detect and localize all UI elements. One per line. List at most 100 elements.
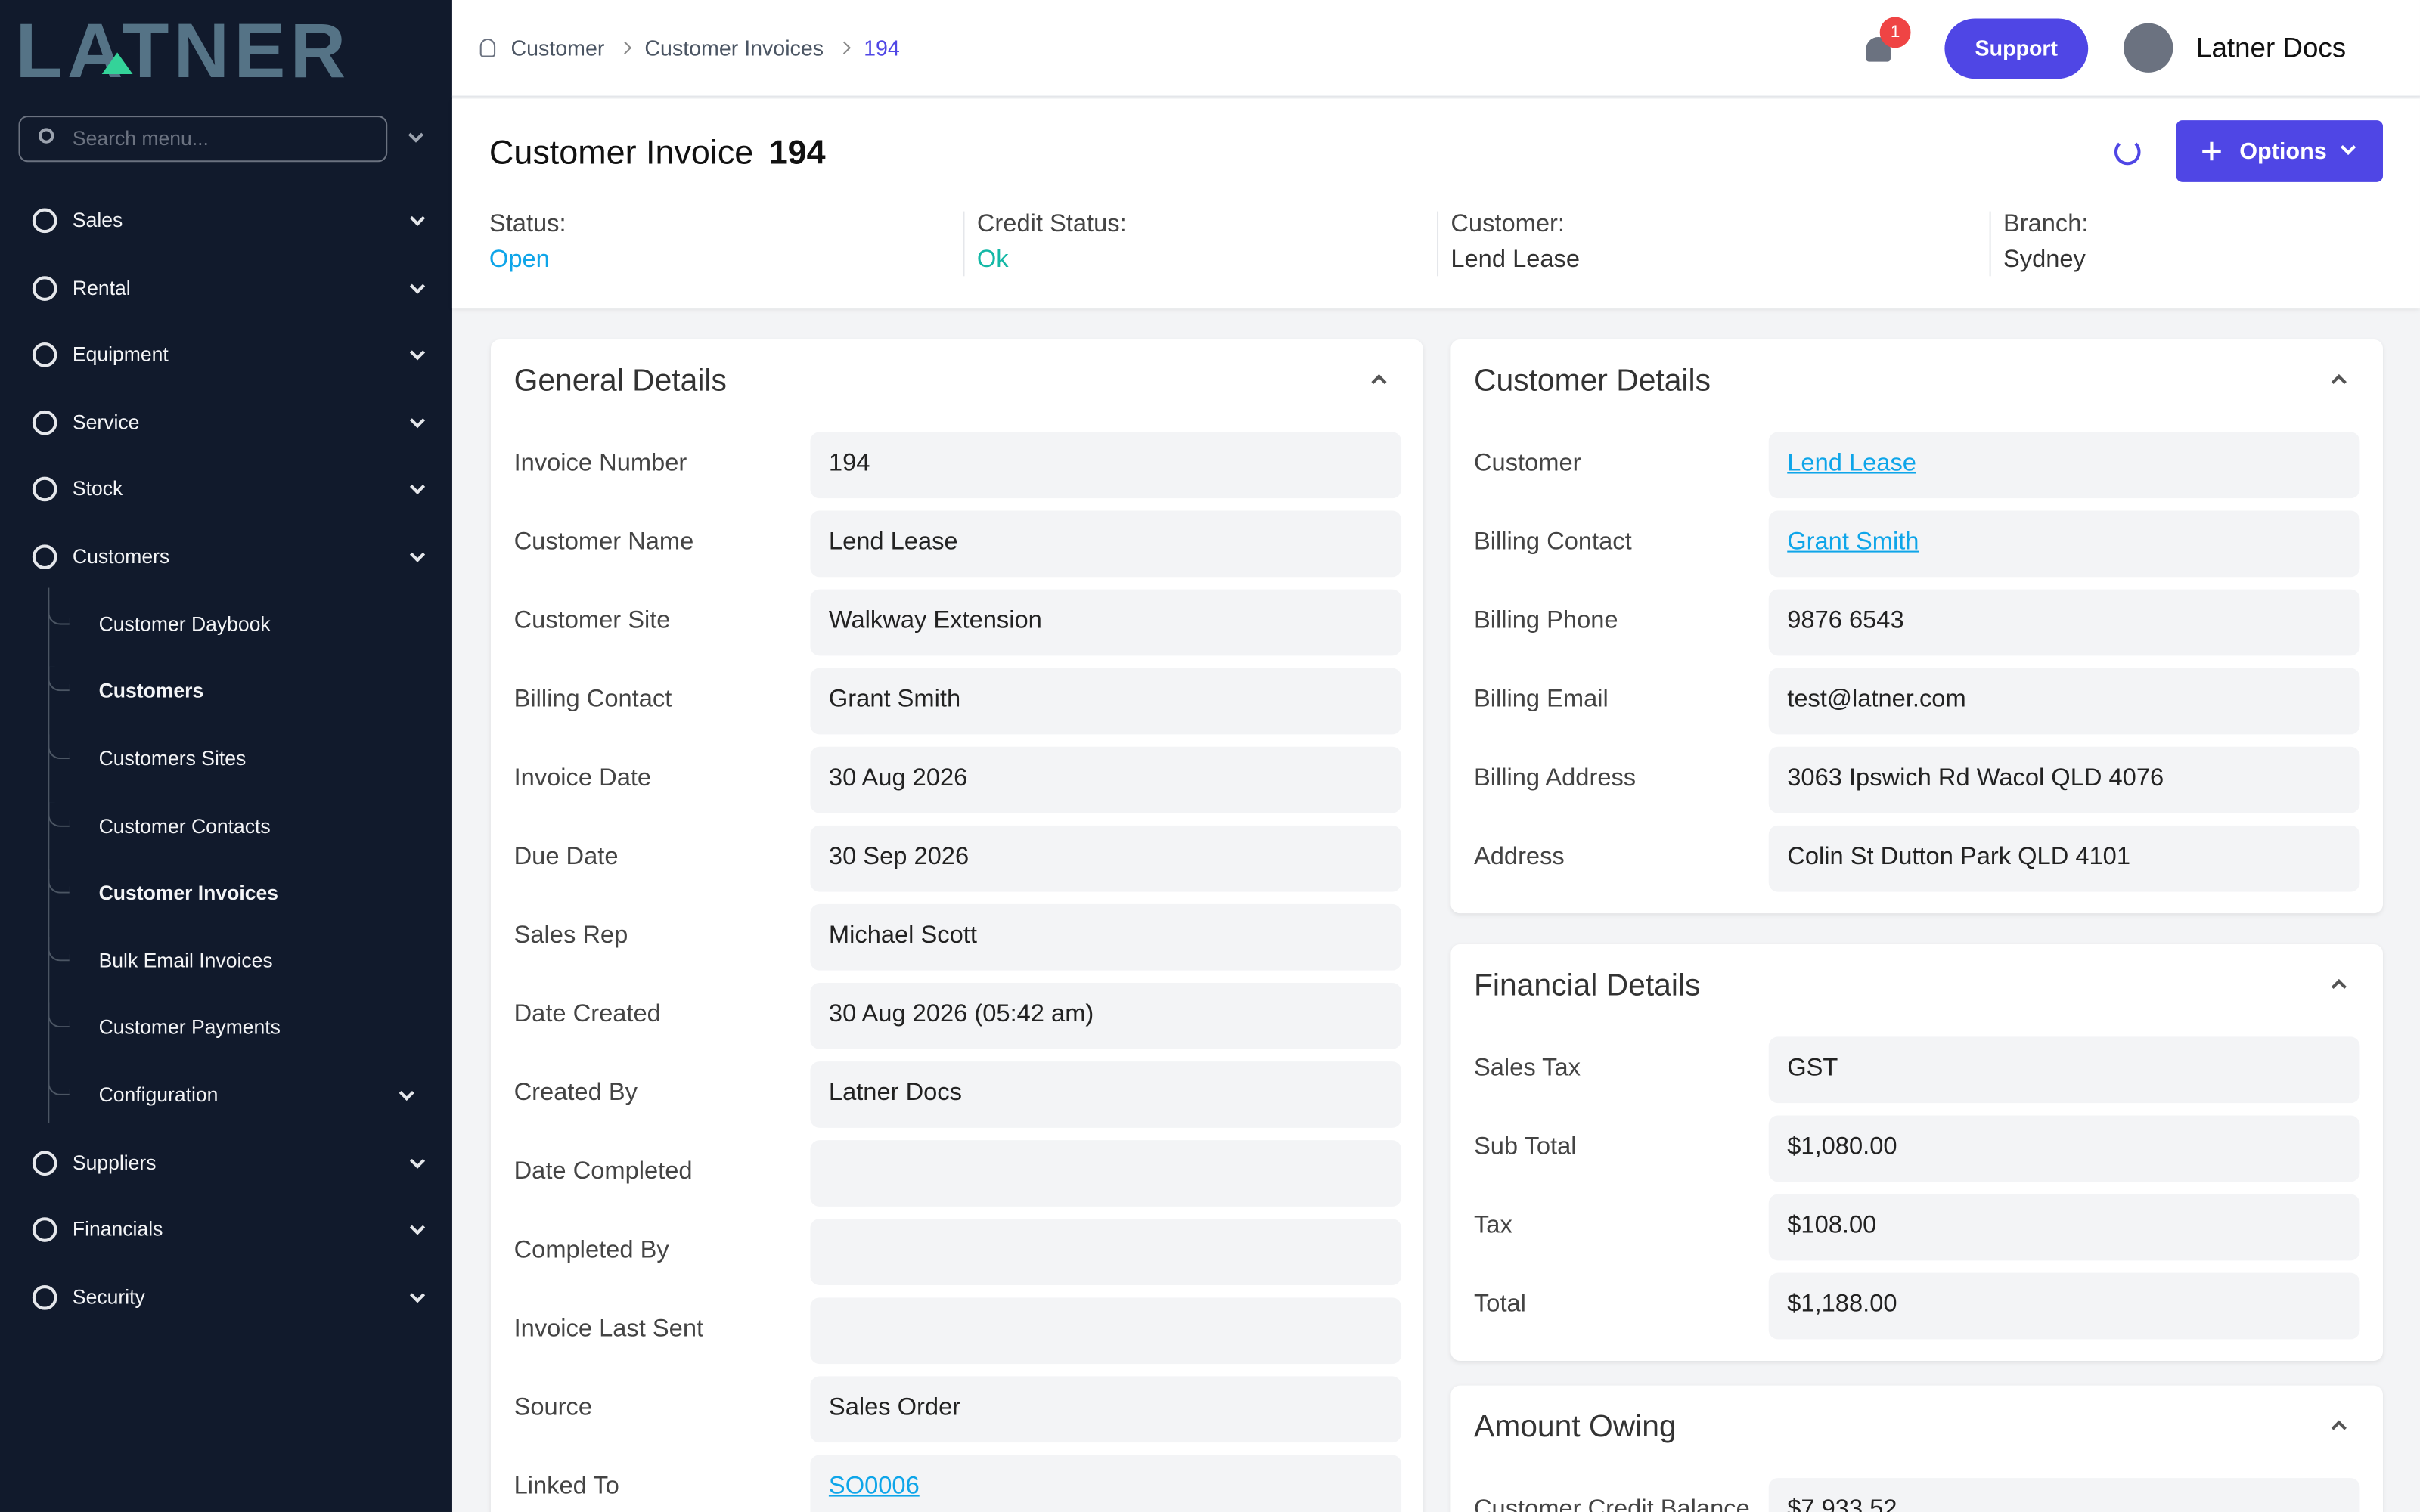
field-label: Billing Email xyxy=(1473,686,1609,713)
menu-item[interactable]: Sales xyxy=(0,196,452,245)
tree-branch xyxy=(48,1070,70,1096)
menu-icon xyxy=(32,208,57,234)
status-value: Ok xyxy=(976,246,1009,274)
tree-branch xyxy=(48,600,70,624)
field-value: Michael Scott xyxy=(828,922,977,950)
submenu-item[interactable]: Configuration xyxy=(0,1070,452,1120)
field-label: Due Date xyxy=(513,844,619,871)
field-label: Customer xyxy=(1473,450,1581,477)
submenu-item[interactable]: Customer Payments xyxy=(0,1003,452,1052)
field-box: SO0006 xyxy=(810,1455,1402,1512)
field-box xyxy=(810,1219,1402,1285)
breadcrumb-item: 194 xyxy=(864,35,900,60)
field-value: $1,080.00 xyxy=(1787,1133,1897,1160)
menu-chevron xyxy=(409,1152,426,1169)
field-box: $108.00 xyxy=(1768,1194,2360,1261)
options-caret xyxy=(2340,139,2356,155)
menu-chevron xyxy=(409,210,426,226)
breadcrumb-item[interactable]: Customer xyxy=(510,35,605,60)
field-label: Completed By xyxy=(513,1237,669,1264)
field-label: Source xyxy=(513,1394,593,1421)
breadcrumb-item[interactable]: Customer Invoices xyxy=(644,35,824,60)
menu-item[interactable]: Equipment xyxy=(0,330,452,380)
refresh-button[interactable] xyxy=(2114,138,2141,166)
support-button[interactable]: Support xyxy=(1944,18,2089,79)
submenu-item[interactable]: Customer Contacts xyxy=(0,801,452,850)
field-label: Sales Tax xyxy=(1473,1055,1581,1082)
menu-icon xyxy=(32,1150,57,1176)
menu-icon xyxy=(32,1284,57,1310)
collapse-button[interactable] xyxy=(2331,373,2347,390)
menu-chevron xyxy=(409,345,426,361)
field-value: 30 Aug 2026 xyxy=(828,765,968,792)
breadcrumb-separator xyxy=(618,41,631,54)
menu-item[interactable]: Financials xyxy=(0,1205,452,1254)
menu-chevron xyxy=(409,1219,426,1236)
field-box: $7,933.52 xyxy=(1768,1478,2360,1512)
field-label: Sales Rep xyxy=(513,922,628,950)
collapse-button[interactable] xyxy=(2331,1420,2347,1436)
submenu-item[interactable]: Customers xyxy=(0,667,452,716)
field-value: 30 Sep 2026 xyxy=(828,844,970,871)
submenu-label: Configuration xyxy=(98,1083,219,1107)
collapse-button[interactable] xyxy=(2331,978,2347,995)
field-box: Lend Lease xyxy=(810,510,1402,578)
field-box: 30 Aug 2026 (05:42 am) xyxy=(810,982,1402,1049)
options-plus-v xyxy=(2210,141,2214,161)
field-value: 3063 Ipswich Rd Wacol QLD 4076 xyxy=(1787,765,2164,792)
menu-label: Equipment xyxy=(72,342,169,367)
search-box[interactable]: Search menu... xyxy=(18,116,388,163)
menu-icon xyxy=(32,544,57,570)
field-label: Customer Site xyxy=(513,608,671,634)
field-label: Linked To xyxy=(513,1473,619,1500)
field-label: Billing Address xyxy=(1473,765,1637,792)
menu-label: Security xyxy=(72,1284,145,1309)
field-box: Walkway Extension xyxy=(810,589,1402,656)
menu-icon xyxy=(32,275,57,301)
panel-title: Financial Details xyxy=(1473,968,1701,1003)
menu-chevron xyxy=(409,479,426,495)
breadcrumb-icon xyxy=(479,39,496,57)
field-box: Sales Order xyxy=(810,1376,1402,1443)
field-box: 30 Sep 2026 xyxy=(810,825,1402,892)
status-divider xyxy=(963,211,965,277)
user-name[interactable]: Latner Docs xyxy=(2196,32,2347,64)
menu-item[interactable]: Service xyxy=(0,398,452,447)
menu-item[interactable]: Customers xyxy=(0,532,452,581)
options-button[interactable]: Options xyxy=(2176,120,2383,182)
title-area: Customer Invoice 194 Options Status: Open Cre… xyxy=(451,98,2420,309)
menu-item[interactable]: Security xyxy=(0,1272,452,1321)
status-divider xyxy=(1436,211,1439,277)
field-box xyxy=(810,1140,1402,1207)
menu-item[interactable]: Suppliers xyxy=(0,1138,452,1187)
field-box: 9876 6543 xyxy=(1768,589,2360,656)
logo-accent xyxy=(101,52,133,74)
menu-label: Rental xyxy=(72,275,131,299)
field-box: Grant Smith xyxy=(1768,510,2360,578)
field-value[interactable]: Grant Smith xyxy=(1787,528,1919,556)
field-box: $1,080.00 xyxy=(1768,1115,2360,1182)
submenu-item[interactable]: Customers Sites xyxy=(0,734,452,783)
menu-chevron xyxy=(409,547,426,562)
field-value[interactable]: Lend Lease xyxy=(1787,450,1916,477)
field-box: 194 xyxy=(810,432,1402,499)
notification-badge: 1 xyxy=(1879,17,1911,48)
status-label: Status: xyxy=(489,211,566,238)
field-value: 9876 6543 xyxy=(1787,608,1904,634)
avatar[interactable] xyxy=(2124,23,2173,73)
collapse-button[interactable] xyxy=(1371,373,1387,390)
search-icon xyxy=(39,128,54,144)
menu-item[interactable]: Rental xyxy=(0,263,452,312)
menu-icon xyxy=(32,477,57,503)
submenu-label: Bulk Email Invoices xyxy=(98,948,273,972)
submenu-item[interactable]: Customer Invoices xyxy=(0,869,452,918)
menu-item[interactable]: Stock xyxy=(0,465,452,514)
submenu-item[interactable]: Customer Daybook xyxy=(0,600,452,649)
field-value[interactable]: SO0006 xyxy=(828,1473,920,1500)
status-value: Sydney xyxy=(2003,246,2086,274)
submenu-item[interactable]: Bulk Email Invoices xyxy=(0,936,452,985)
menu-label: Service xyxy=(72,410,140,434)
field-value: Colin St Dutton Park QLD 4101 xyxy=(1787,844,2131,871)
